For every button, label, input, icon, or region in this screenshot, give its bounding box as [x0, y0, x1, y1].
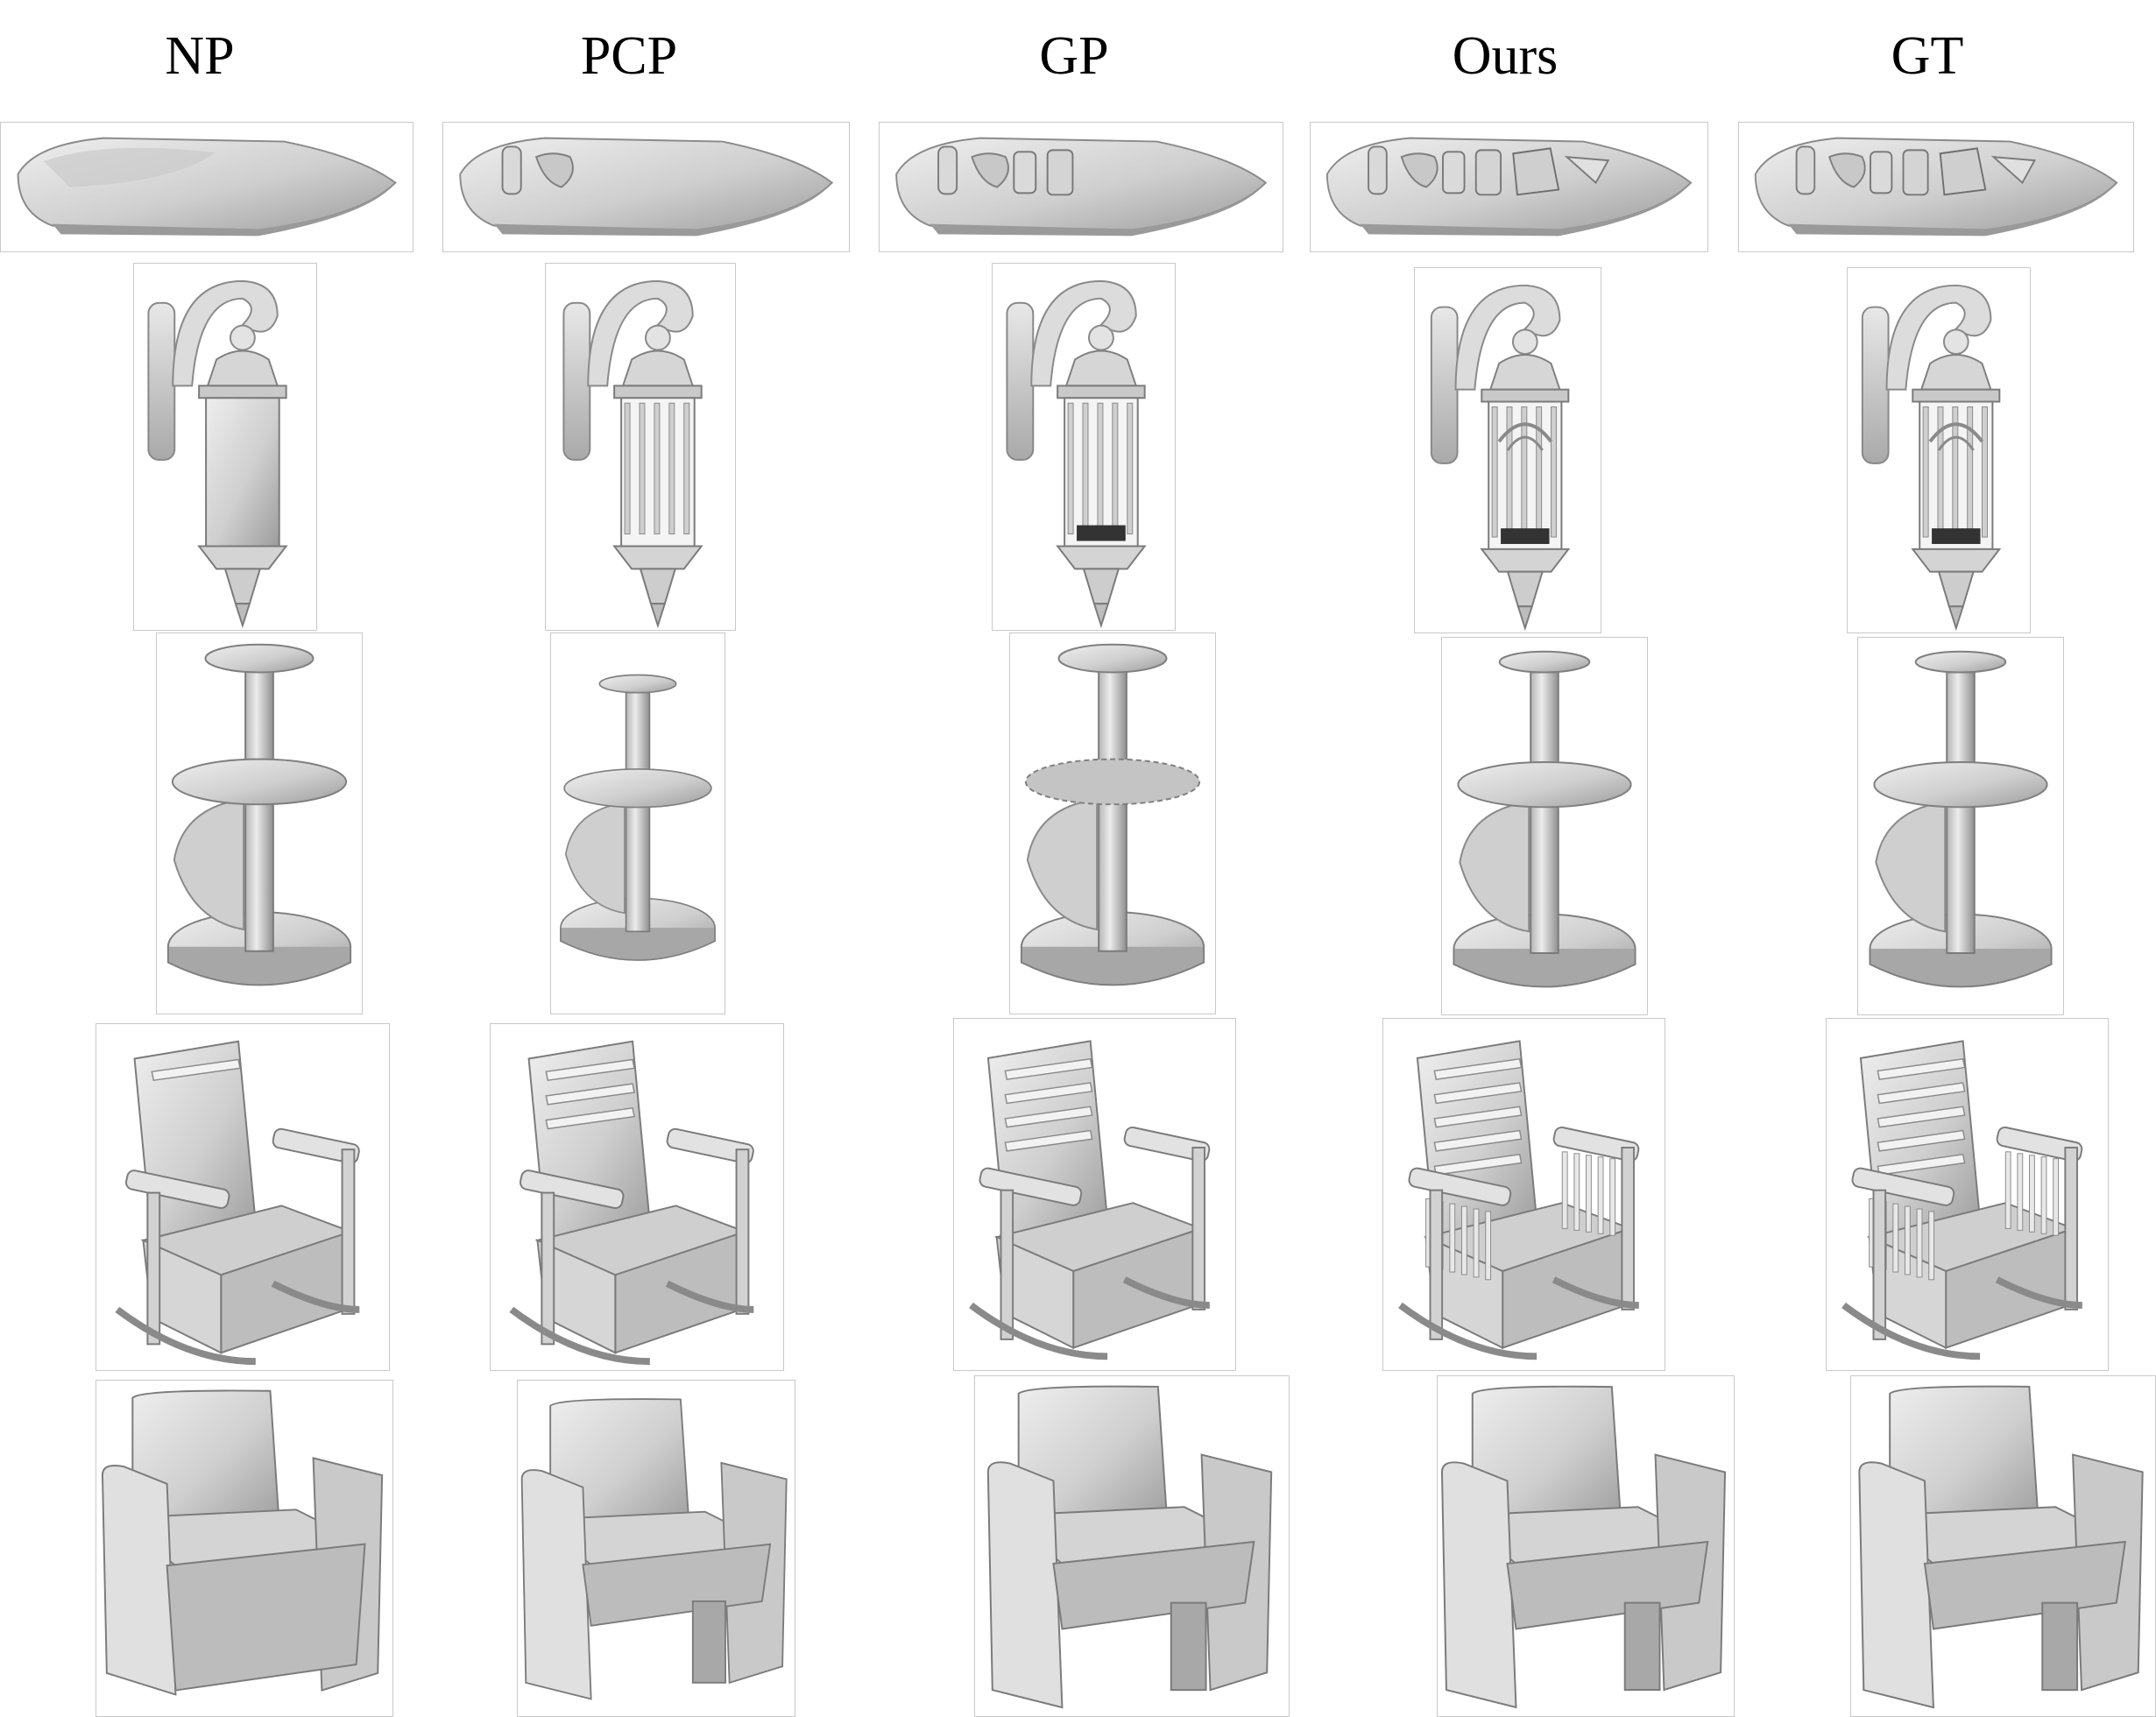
column-label-np: NP	[165, 26, 235, 86]
render-lantern-pcp	[545, 263, 736, 631]
render-stand-gp	[1009, 632, 1216, 1014]
column-label-gp: GP	[1039, 26, 1109, 86]
render-armchair-gp	[974, 1375, 1290, 1717]
render-boat-pcp	[442, 122, 850, 252]
render-lantern-gp	[992, 263, 1176, 631]
render-stand-pcp	[550, 632, 725, 1014]
render-armchair-ours	[1437, 1375, 1735, 1717]
column-label-pcp: PCP	[580, 26, 678, 86]
render-rocking-chair-pcp	[490, 1023, 784, 1371]
render-rocking-chair-gt	[1826, 1018, 2109, 1371]
render-lantern-gt	[1847, 267, 2031, 633]
render-stand-gt	[1857, 637, 2064, 1015]
render-lantern-np	[133, 263, 317, 631]
render-rocking-chair-ours	[1382, 1018, 1665, 1371]
column-label-gt: GT	[1891, 26, 1964, 86]
render-lantern-ours	[1414, 267, 1601, 633]
render-armchair-gt	[1850, 1375, 2156, 1717]
render-boat-ours	[1310, 122, 1708, 252]
render-boat-gt	[1738, 122, 2134, 252]
render-boat-np	[0, 122, 414, 252]
column-label-ours: Ours	[1452, 26, 1559, 86]
render-armchair-np	[95, 1380, 393, 1717]
render-rocking-chair-np	[95, 1023, 390, 1371]
render-stand-np	[156, 632, 363, 1014]
render-boat-gp	[879, 122, 1283, 252]
render-stand-ours	[1441, 637, 1648, 1015]
render-rocking-chair-gp	[953, 1018, 1236, 1371]
render-armchair-pcp	[517, 1380, 795, 1717]
